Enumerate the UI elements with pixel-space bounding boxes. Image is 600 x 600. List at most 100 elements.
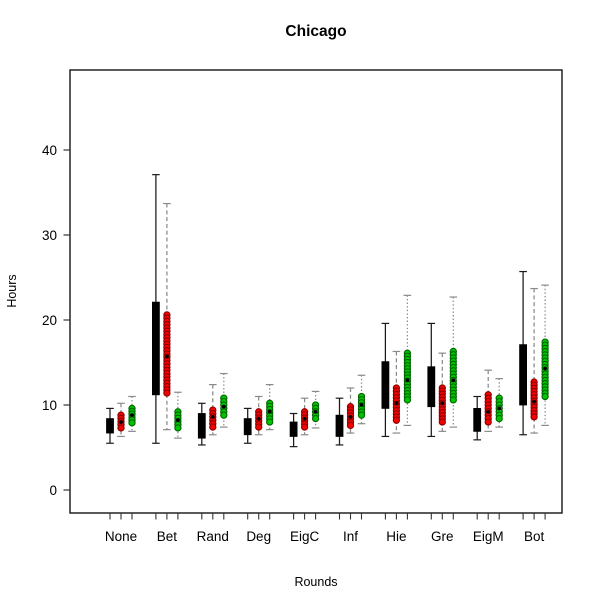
box-point <box>174 424 182 432</box>
x-tick-label: Rand <box>197 529 229 544</box>
box-point <box>266 418 274 426</box>
box-point <box>220 411 228 419</box>
boxplot-black-Inf <box>335 397 344 446</box>
box-rect <box>106 418 114 434</box>
box-rect <box>381 361 390 409</box>
box-rect <box>427 366 436 408</box>
median-dot <box>119 420 123 424</box>
boxplot-red-Deg <box>254 395 263 436</box>
median-dot <box>130 413 134 418</box>
boxplot-green-EigM <box>495 378 503 428</box>
boxplot-black-Rand <box>197 402 206 446</box>
median-dot <box>405 378 410 383</box>
box-point <box>311 414 320 423</box>
median-dot <box>440 401 445 406</box>
box-rect <box>243 418 252 436</box>
median-dot <box>176 418 180 423</box>
median-dot <box>486 409 491 414</box>
median-dot <box>394 401 399 406</box>
boxplot-red-Bet <box>163 202 171 431</box>
boxplot-green-Bot <box>541 284 549 426</box>
y-tick-label: 0 <box>49 483 57 498</box>
x-tick-label: None <box>105 529 137 544</box>
boxplot-black-Deg <box>243 407 252 444</box>
box-rect <box>335 414 344 437</box>
median-dot <box>302 416 307 421</box>
box-point <box>357 411 366 419</box>
boxplot-green-Inf <box>357 374 366 425</box>
boxplot-red-Rand <box>209 384 217 436</box>
x-tick-label: EigM <box>473 529 504 544</box>
box-point <box>403 396 412 404</box>
boxplot-black-EigM <box>473 395 482 441</box>
y-tick-label: 30 <box>42 228 57 243</box>
median-dot <box>256 416 261 421</box>
median-dot <box>497 406 502 411</box>
box-rect <box>197 413 206 439</box>
median-dot <box>165 354 169 359</box>
boxplot-green-Rand <box>220 372 228 428</box>
box-point <box>346 421 355 430</box>
x-tick-label: EigC <box>290 529 320 544</box>
x-tick-label: Bet <box>157 529 178 544</box>
median-dot <box>348 415 353 419</box>
box-rect <box>473 407 482 432</box>
box-point <box>449 396 457 404</box>
box-rect <box>151 301 160 396</box>
box-point <box>255 423 263 431</box>
x-tick-label: Deg <box>246 529 271 544</box>
median-dot <box>313 409 318 414</box>
median-dot <box>267 409 272 414</box>
box-point <box>438 418 446 426</box>
boxplot-green-Hie <box>403 294 412 426</box>
boxplot-red-EigC <box>300 397 309 436</box>
box-point <box>209 423 217 431</box>
boxplot-black-EigC <box>289 412 298 448</box>
median-dot <box>221 404 226 409</box>
box-rect <box>289 421 298 437</box>
plot-frame <box>69 69 563 514</box>
x-tick-label: Inf <box>343 529 358 544</box>
y-tick-label: 20 <box>42 313 57 328</box>
y-tick-label: 40 <box>42 143 57 158</box>
boxplot-green-Gre <box>449 296 458 428</box>
box-point <box>530 413 538 421</box>
boxplot-green-None <box>128 395 136 432</box>
boxplot-red-Hie <box>392 350 401 434</box>
median-dot <box>532 399 536 404</box>
box-point <box>128 419 136 427</box>
boxplot-red-EigM <box>484 369 492 432</box>
boxplot-green-Bet <box>174 391 182 439</box>
box-point <box>300 423 309 431</box>
chart-title: Chicago <box>285 23 347 40</box>
box-point <box>163 389 171 397</box>
median-dot <box>359 403 364 407</box>
boxplot-red-Inf <box>346 387 355 434</box>
median-dot <box>451 378 456 383</box>
x-tick-label: Hie <box>386 529 406 544</box>
boxplot-black-Hie <box>381 322 390 438</box>
box-point <box>484 418 492 426</box>
boxplot-red-Gre <box>438 352 447 432</box>
box-point <box>541 392 549 401</box>
boxplot-black-Bot <box>519 270 527 436</box>
boxplot-green-Deg <box>265 384 274 431</box>
box-point <box>117 424 125 432</box>
boxplot-black-None <box>106 407 114 444</box>
x-tick-label: Gre <box>431 529 454 544</box>
boxplot-black-Bet <box>151 174 160 444</box>
median-dot <box>210 415 215 419</box>
x-tick-label: Bot <box>524 529 545 544</box>
boxplot-red-None <box>117 402 125 438</box>
boxplot-green-EigC <box>311 390 320 429</box>
y-tick-label: 10 <box>42 398 57 413</box>
boxplot-red-Bot <box>530 287 538 434</box>
box-point <box>495 414 503 423</box>
x-axis-label: Rounds <box>294 575 338 589</box>
boxplot-black-Gre <box>427 322 436 438</box>
box-rect <box>519 344 527 406</box>
median-dot <box>543 366 547 371</box>
box-point <box>392 416 401 424</box>
